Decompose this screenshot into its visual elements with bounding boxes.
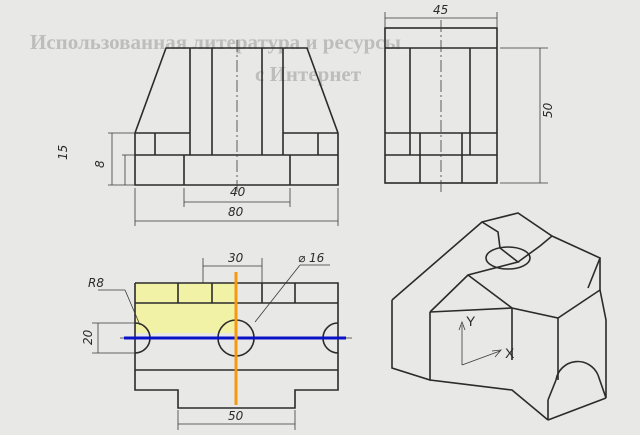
isometric-view xyxy=(391,212,607,421)
background-heading-1: Использованная литература и ресурсы xyxy=(30,30,401,54)
x-axis-label: X xyxy=(505,345,515,361)
highlighted-region xyxy=(135,283,235,333)
front-view-dimensions xyxy=(108,132,339,226)
dim-label-40: 40 xyxy=(230,185,246,199)
dim-label-15: 15 xyxy=(56,145,70,160)
dim-label-50-plan: 50 xyxy=(228,409,244,423)
dim-label-20: 20 xyxy=(81,329,95,345)
plan-view-dimensions xyxy=(92,258,330,430)
background-heading-2: с Интернет xyxy=(255,62,362,86)
front-view xyxy=(134,40,339,195)
side-view-dimensions xyxy=(384,12,548,184)
dim-label-r8: R8 xyxy=(88,276,104,290)
dim-label-diameter-16: ⌀ 16 xyxy=(298,251,325,265)
dim-label-45: 45 xyxy=(433,3,448,17)
y-axis-label: Y xyxy=(466,313,476,329)
dim-label-8: 8 xyxy=(93,160,107,168)
coordinate-axes xyxy=(458,320,502,366)
dim-label-30: 30 xyxy=(228,251,244,265)
side-view xyxy=(384,20,498,192)
dim-label-80: 80 xyxy=(228,205,244,219)
dim-label-50-side: 50 xyxy=(541,102,555,118)
